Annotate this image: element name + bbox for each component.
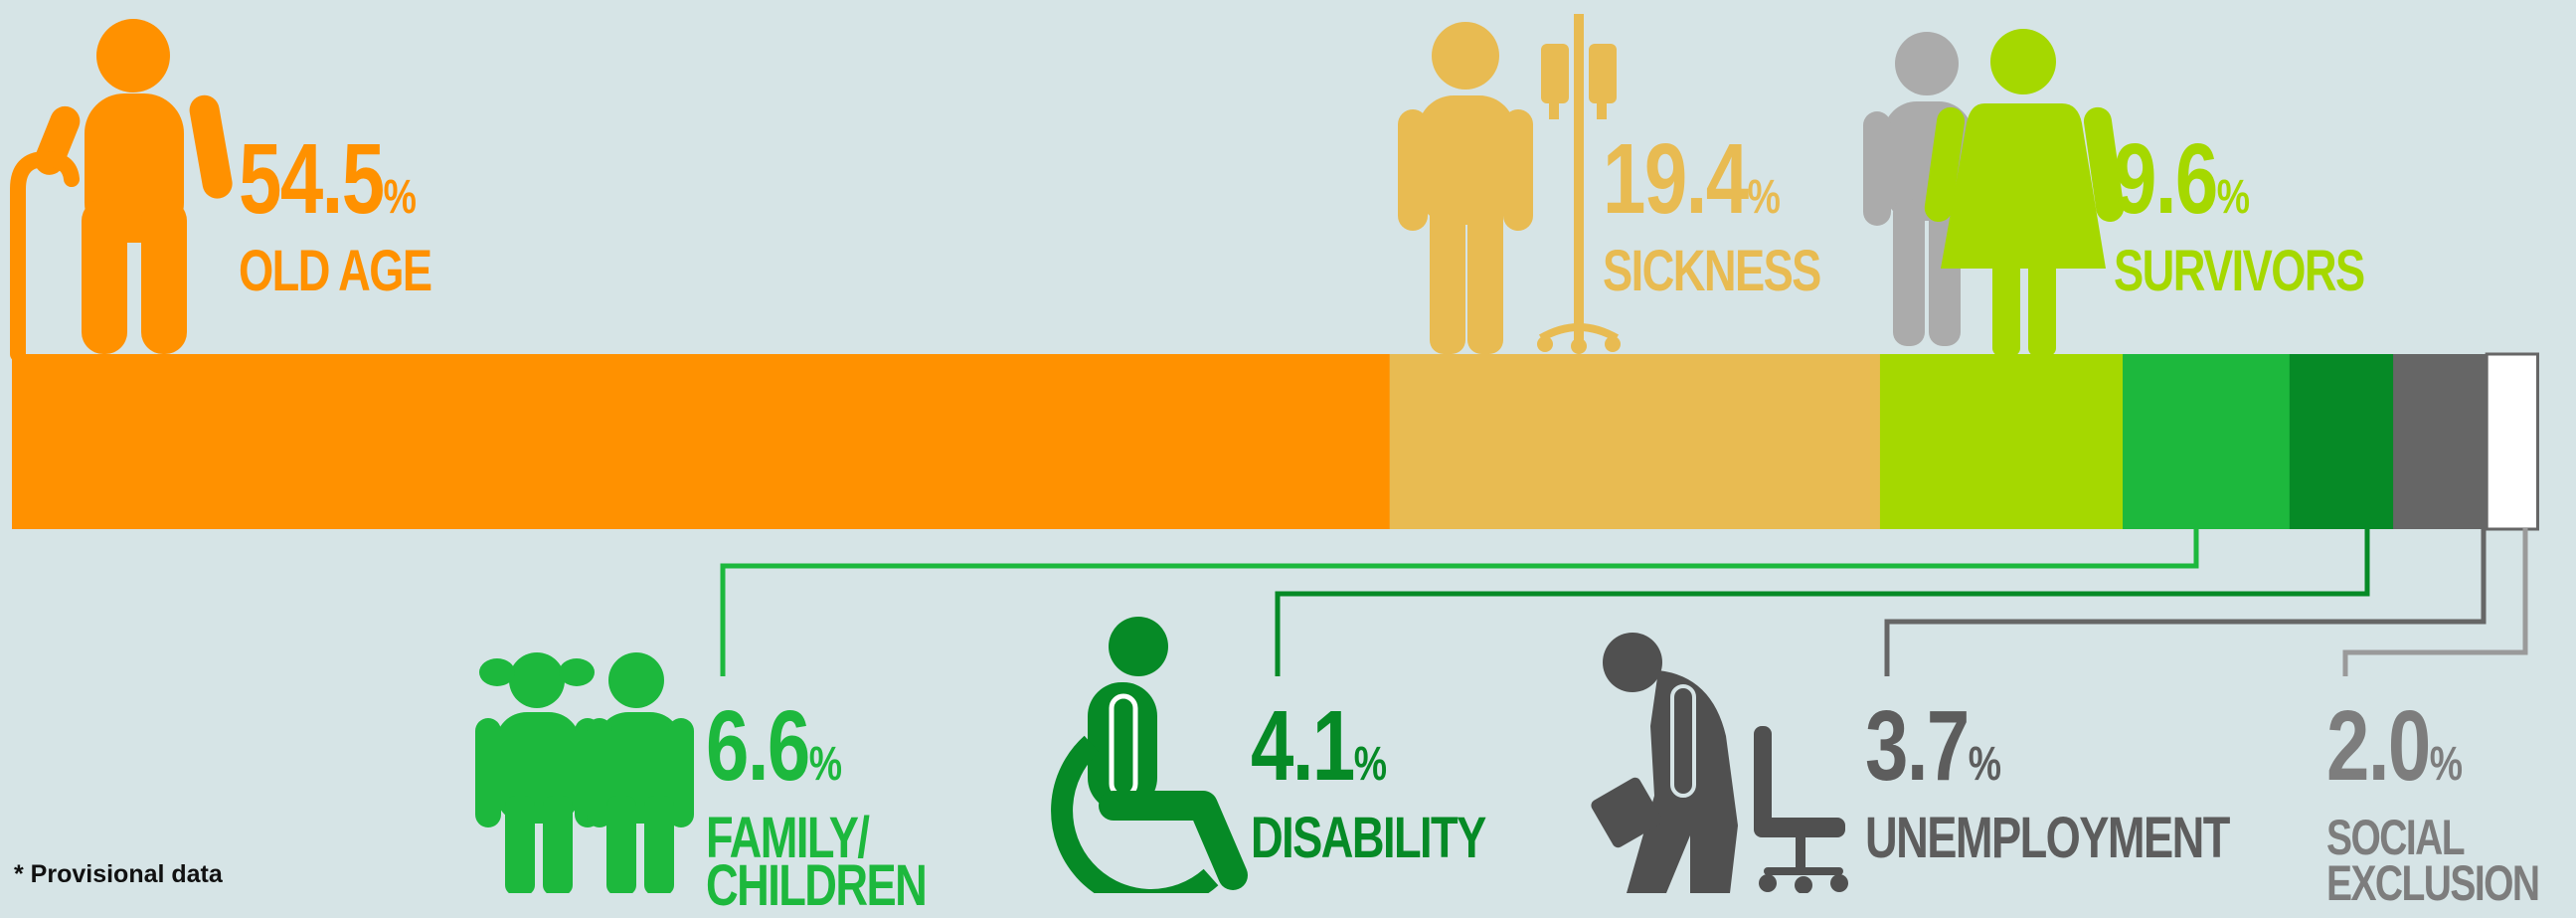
unemployment-percent-sign: % bbox=[1968, 738, 2002, 791]
bar-segment-survivors bbox=[1879, 354, 2124, 529]
unemployment-label: 3.7% UNEMPLOYMENT bbox=[1865, 696, 2230, 870]
elderly-person-with-cane-icon bbox=[10, 19, 233, 362]
connector-lines bbox=[720, 528, 2528, 676]
footnote: * Provisional data bbox=[14, 860, 223, 888]
disability-value: 4.1 bbox=[1251, 690, 1355, 802]
stacked-bar bbox=[12, 352, 2540, 531]
infographic-canvas bbox=[10, 14, 2540, 893]
social-exclusion-name-line1: SOCIAL bbox=[2326, 810, 2466, 865]
connector-unemployment bbox=[1884, 528, 2487, 676]
children-icon bbox=[475, 652, 694, 893]
social-exclusion-percent-sign: % bbox=[2429, 738, 2464, 791]
survivors-label: 9.6% SURVIVORS bbox=[2114, 129, 2365, 303]
disability-label: 4.1% DISABILITY bbox=[1251, 696, 1486, 870]
sickness-name: SICKNESS bbox=[1603, 239, 1821, 303]
bar-segment-unemployment bbox=[2393, 354, 2488, 529]
old-age-percent-sign: % bbox=[383, 171, 417, 224]
social-exclusion-name-line2: EXCLUSION bbox=[2326, 855, 2540, 911]
unemployed-person-with-briefcase-icon bbox=[1591, 633, 1738, 893]
bar-segment-sickness bbox=[1389, 354, 1881, 529]
wheelchair-icon bbox=[1051, 617, 1248, 893]
social-exclusion-value: 2.0 bbox=[2326, 690, 2431, 802]
bar-segment-old-age bbox=[12, 354, 1391, 529]
connector-disability bbox=[1275, 528, 2370, 676]
family-name-line2: CHILDREN bbox=[706, 853, 928, 918]
connector-social-exclusion bbox=[2342, 528, 2528, 676]
office-chair-icon bbox=[1754, 726, 1848, 893]
bar-segment-disability bbox=[2289, 354, 2394, 529]
survivors-percent-sign: % bbox=[2216, 171, 2251, 224]
family-percent-sign: % bbox=[808, 738, 843, 791]
survivors-name: SURVIVORS bbox=[2114, 239, 2365, 303]
disability-name: DISABILITY bbox=[1251, 806, 1486, 870]
social-exclusion-label: 2.0% SOCIAL EXCLUSION bbox=[2326, 696, 2540, 911]
bar-segment-family-children bbox=[2123, 354, 2291, 529]
old-age-value: 54.5 bbox=[239, 123, 385, 235]
old-age-name: OLD AGE bbox=[239, 239, 432, 303]
unemployment-name: UNEMPLOYMENT bbox=[1865, 806, 2230, 870]
old-age-label: 54.5% OLD AGE bbox=[239, 129, 432, 303]
family-label: 6.6% FAMILY/ CHILDREN bbox=[706, 696, 928, 918]
family-value: 6.6 bbox=[706, 690, 810, 802]
unemployment-value: 3.7 bbox=[1865, 690, 1970, 802]
sickness-value: 19.4 bbox=[1603, 123, 1749, 235]
disability-percent-sign: % bbox=[1353, 738, 1388, 791]
patient-with-iv-drip-icon bbox=[1398, 14, 1621, 354]
family-name-line1: FAMILY/ bbox=[706, 806, 870, 870]
connector-family bbox=[720, 528, 2199, 676]
survivors-value: 9.6 bbox=[2114, 123, 2218, 235]
sickness-percent-sign: % bbox=[1747, 171, 1781, 224]
sickness-label: 19.4% SICKNESS bbox=[1603, 129, 1821, 303]
bar-segment-social-exclusion bbox=[2485, 352, 2540, 531]
survivor-couple-icon bbox=[1863, 29, 2125, 356]
